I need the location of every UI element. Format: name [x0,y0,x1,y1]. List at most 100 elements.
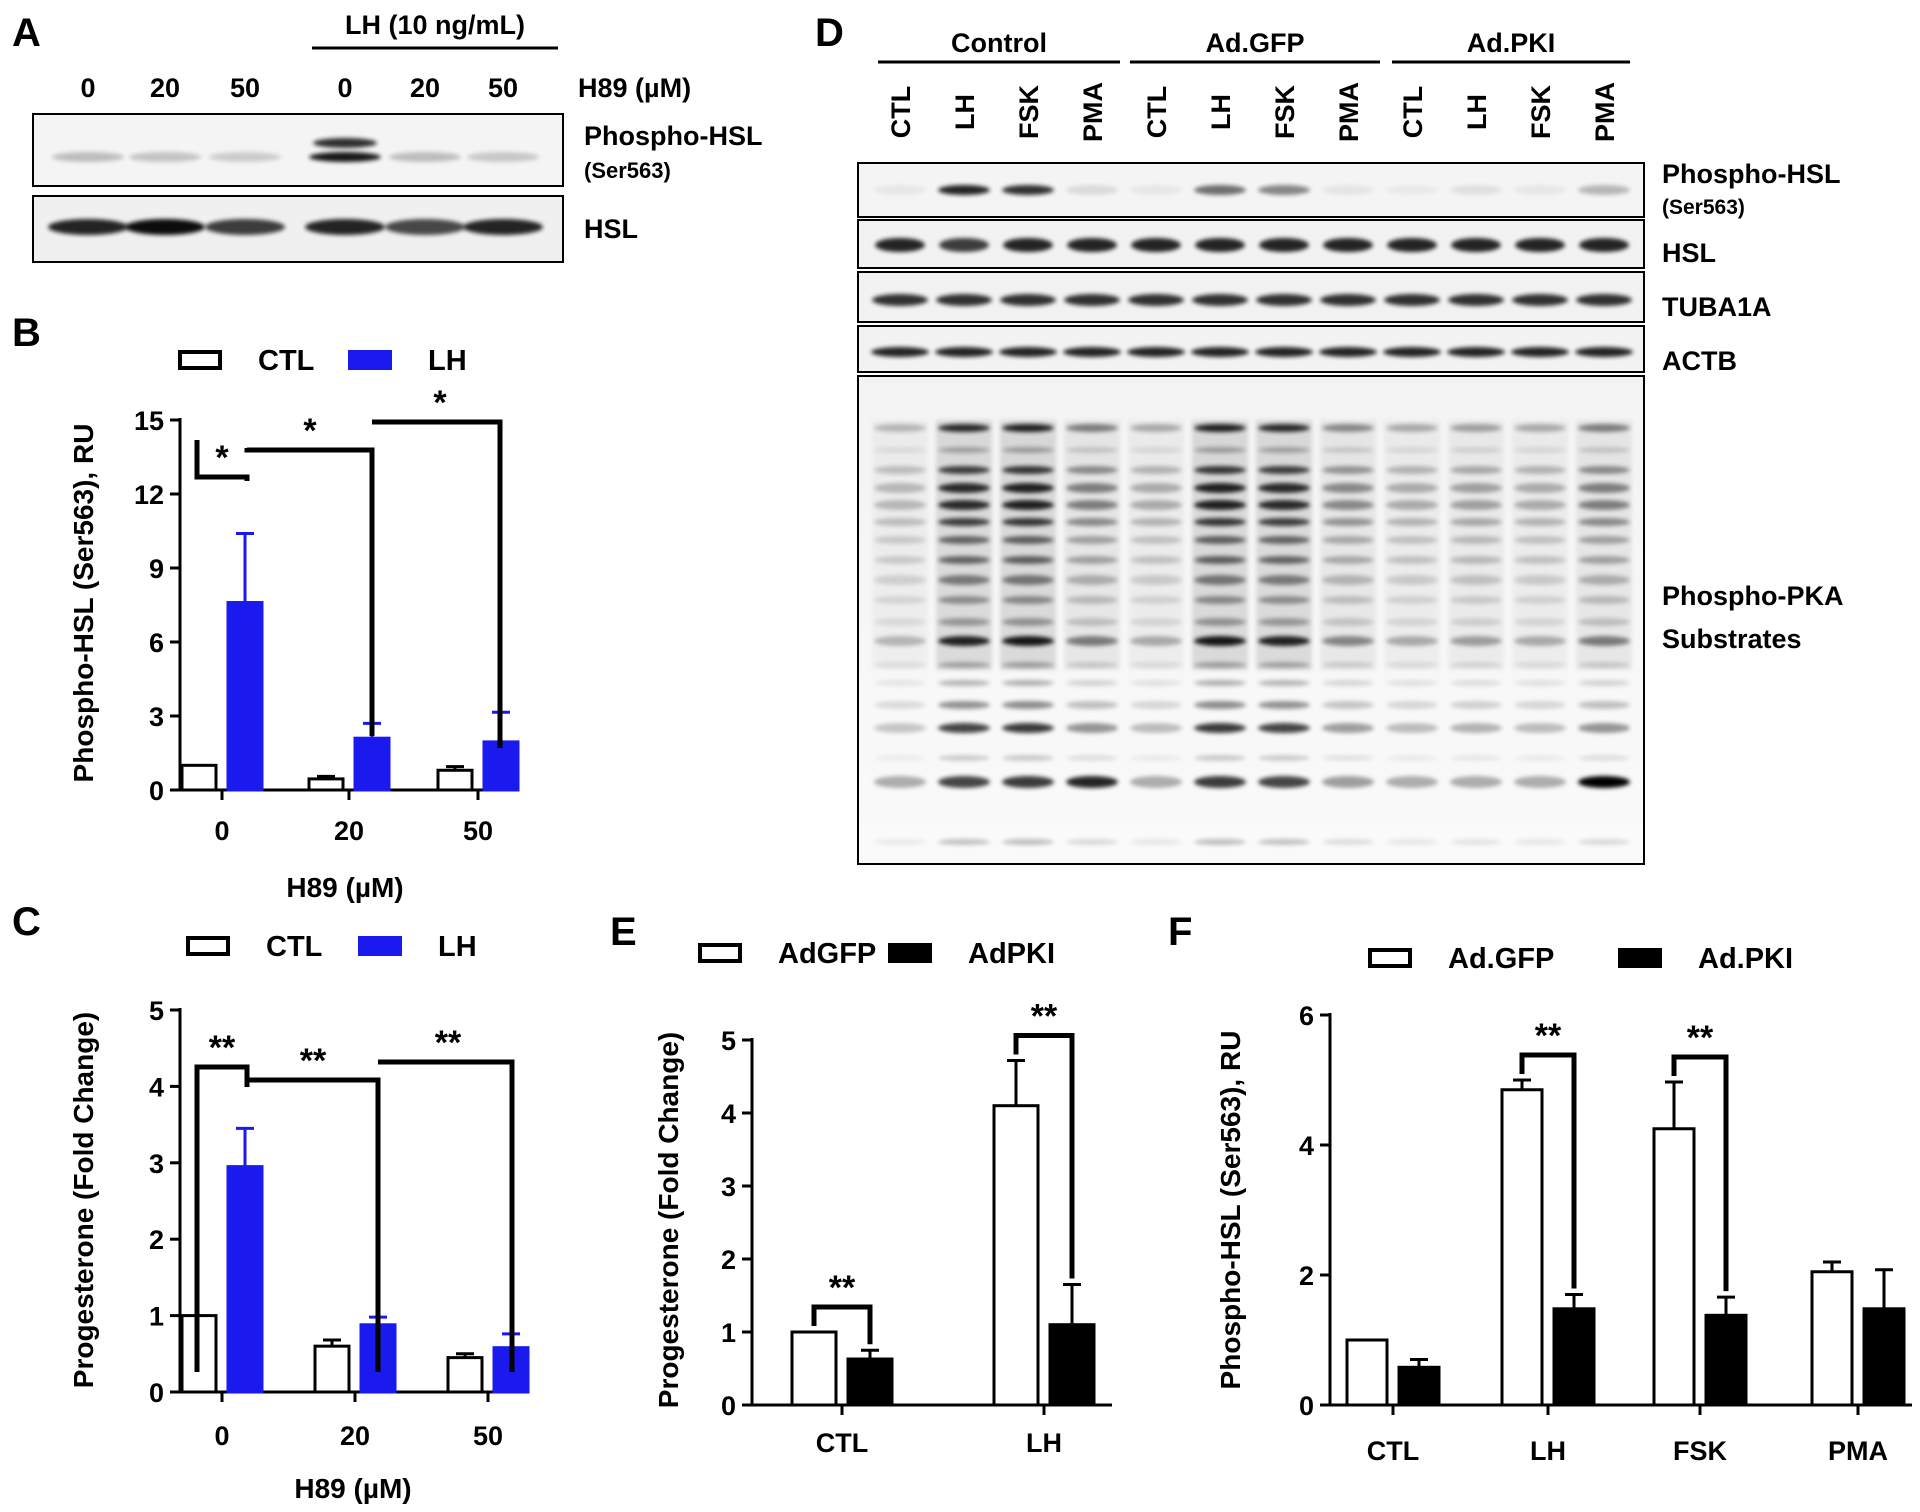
y-tick-label: 3 [149,702,164,732]
band [1450,755,1502,761]
band [1066,723,1118,733]
band [1131,238,1181,252]
band [1322,636,1374,646]
band [1194,618,1246,626]
bar-ctl [436,768,474,792]
band [1322,662,1374,668]
band [1066,185,1118,195]
band [938,185,990,195]
bar-adpki [1552,1307,1596,1407]
blot-a-phospho-bands [52,138,539,162]
band [1514,500,1566,510]
band [1002,575,1054,585]
y-tick-label: 0 [149,1378,164,1408]
band [1002,500,1054,510]
band [938,755,990,761]
band [1130,636,1182,646]
band [1578,680,1630,686]
band [1194,424,1246,432]
band [1322,536,1374,544]
blot-a-row-label-0: Phospho-HSL [584,121,762,151]
legend-swatch [178,350,222,370]
bar-adgfp [790,1330,838,1407]
band [938,556,990,564]
band [1578,776,1630,788]
band [874,466,926,474]
band [1066,755,1118,761]
y-tick-label: 0 [149,776,164,806]
bar-adgfp [992,1104,1040,1407]
band [1450,636,1502,646]
band [1322,596,1374,604]
band [1066,483,1118,493]
bar-adpki [1704,1313,1748,1407]
y-tick-label: 5 [149,996,164,1026]
panel-letter-f: F [1168,910,1192,954]
band [1066,596,1118,604]
band [1450,723,1502,733]
band [1450,466,1502,474]
band [1386,483,1438,493]
band [872,420,928,670]
blot-d-lane-label: PMA [1078,82,1108,142]
band [1514,662,1566,668]
band [1448,420,1504,670]
blot-d-lane-label: PMA [1334,82,1364,142]
band [1322,424,1374,432]
bar-lh [353,736,391,792]
band [1194,556,1246,564]
band [1130,596,1182,604]
band [313,138,377,148]
x-tick-label: 50 [473,1421,503,1451]
band [874,447,926,453]
band [1386,518,1438,526]
band [1067,238,1117,252]
band [874,500,926,510]
band [1386,776,1438,788]
band [1258,839,1310,845]
significance-bracket [194,440,250,481]
bar-adpki [846,1357,894,1407]
band [1130,424,1182,432]
legend-label: LH [428,345,467,377]
blot-d-group-label: Ad.GFP [1206,28,1305,58]
panel-letter-e: E [610,910,637,954]
band [1322,185,1374,195]
band [1194,483,1246,493]
band [1258,618,1310,626]
legend-label: AdGFP [778,938,876,970]
band [1450,680,1502,686]
band [1258,680,1310,686]
band [463,219,543,235]
band [1322,839,1374,845]
band [1514,723,1566,733]
blot-a-lane-label: 50 [230,73,260,103]
blot-d-actb-box [857,325,1645,373]
band [1066,424,1118,432]
band [1002,518,1054,526]
band [999,347,1057,357]
y-tick-label: 3 [149,1149,164,1179]
band [1258,636,1310,646]
legend-swatch [1368,948,1412,968]
blot-d-row-label-0: Phospho-HSL [1662,159,1840,189]
band [1578,447,1630,453]
chart-C: 0 1 2 3 4 5 Progesterone (Fold Change) H89 (µM)… [68,931,530,1504]
band [938,424,990,432]
band [1194,518,1246,526]
band [1192,420,1248,670]
band [938,680,990,686]
significance-bracket [1519,1052,1577,1289]
band [1130,723,1182,733]
y-tick-label: 3 [721,1172,736,1202]
band [1066,776,1118,788]
band [1258,518,1310,526]
band [1066,839,1118,845]
bar-ctl [313,1344,351,1394]
blot-d-row-label-2: TUBA1A [1662,292,1772,322]
band [1450,536,1502,544]
legend-label: AdPKI [968,938,1055,970]
band [1258,424,1310,432]
blot-a-lane-label: 20 [410,73,440,103]
band [1578,575,1630,585]
